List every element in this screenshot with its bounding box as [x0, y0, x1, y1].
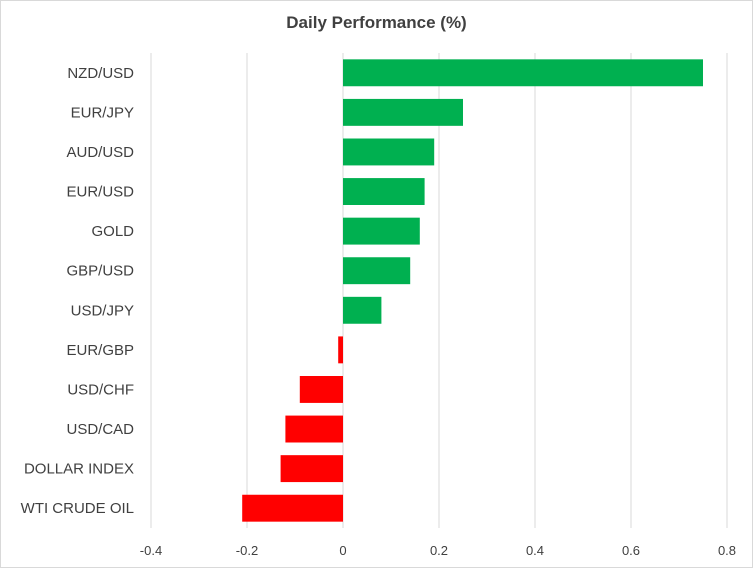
bar: [343, 217, 420, 245]
category-label: USD/CHF: [67, 381, 134, 398]
x-tick-label: 0.8: [718, 543, 736, 558]
bar: [343, 98, 463, 126]
chart-title: Daily Performance (%): [286, 13, 467, 32]
gridlines: [150, 53, 728, 528]
bar: [299, 376, 343, 403]
category-label: USD/JPY: [71, 302, 134, 319]
bar: [285, 415, 343, 443]
bar: [338, 336, 343, 364]
category-label: EUR/JPY: [71, 104, 134, 121]
bars: [242, 59, 703, 522]
category-label: EUR/USD: [66, 184, 134, 201]
x-tick-label: -0.2: [236, 543, 258, 558]
bar: [242, 494, 343, 522]
category-label: AUD/USD: [66, 144, 134, 161]
bar: [343, 296, 382, 324]
category-label: DOLLAR INDEX: [24, 461, 134, 478]
bar: [343, 138, 435, 166]
x-tick-label: 0.6: [622, 543, 640, 558]
x-tick-label: 0.4: [526, 543, 544, 558]
x-tick-label: 0: [339, 543, 346, 558]
x-tick-label: 0.2: [430, 543, 448, 558]
x-tick-labels: -0.4 -0.2 0 0.2 0.4 0.6 0.8: [140, 543, 736, 558]
category-label: EUR/GBP: [66, 342, 134, 359]
category-label: USD/CAD: [66, 421, 134, 438]
x-tick-label: -0.4: [140, 543, 162, 558]
bar: [280, 455, 343, 483]
category-label: GBP/USD: [66, 263, 134, 280]
bar: [343, 178, 425, 205]
category-labels: NZD/USD EUR/JPY AUD/USD EUR/USD GOLD GBP/USD U…: [21, 65, 135, 517]
bar: [343, 257, 411, 285]
category-label: WTI CRUDE OIL: [21, 500, 134, 517]
category-label: NZD/USD: [67, 65, 134, 82]
category-label: GOLD: [91, 223, 134, 240]
bar: [343, 59, 703, 87]
